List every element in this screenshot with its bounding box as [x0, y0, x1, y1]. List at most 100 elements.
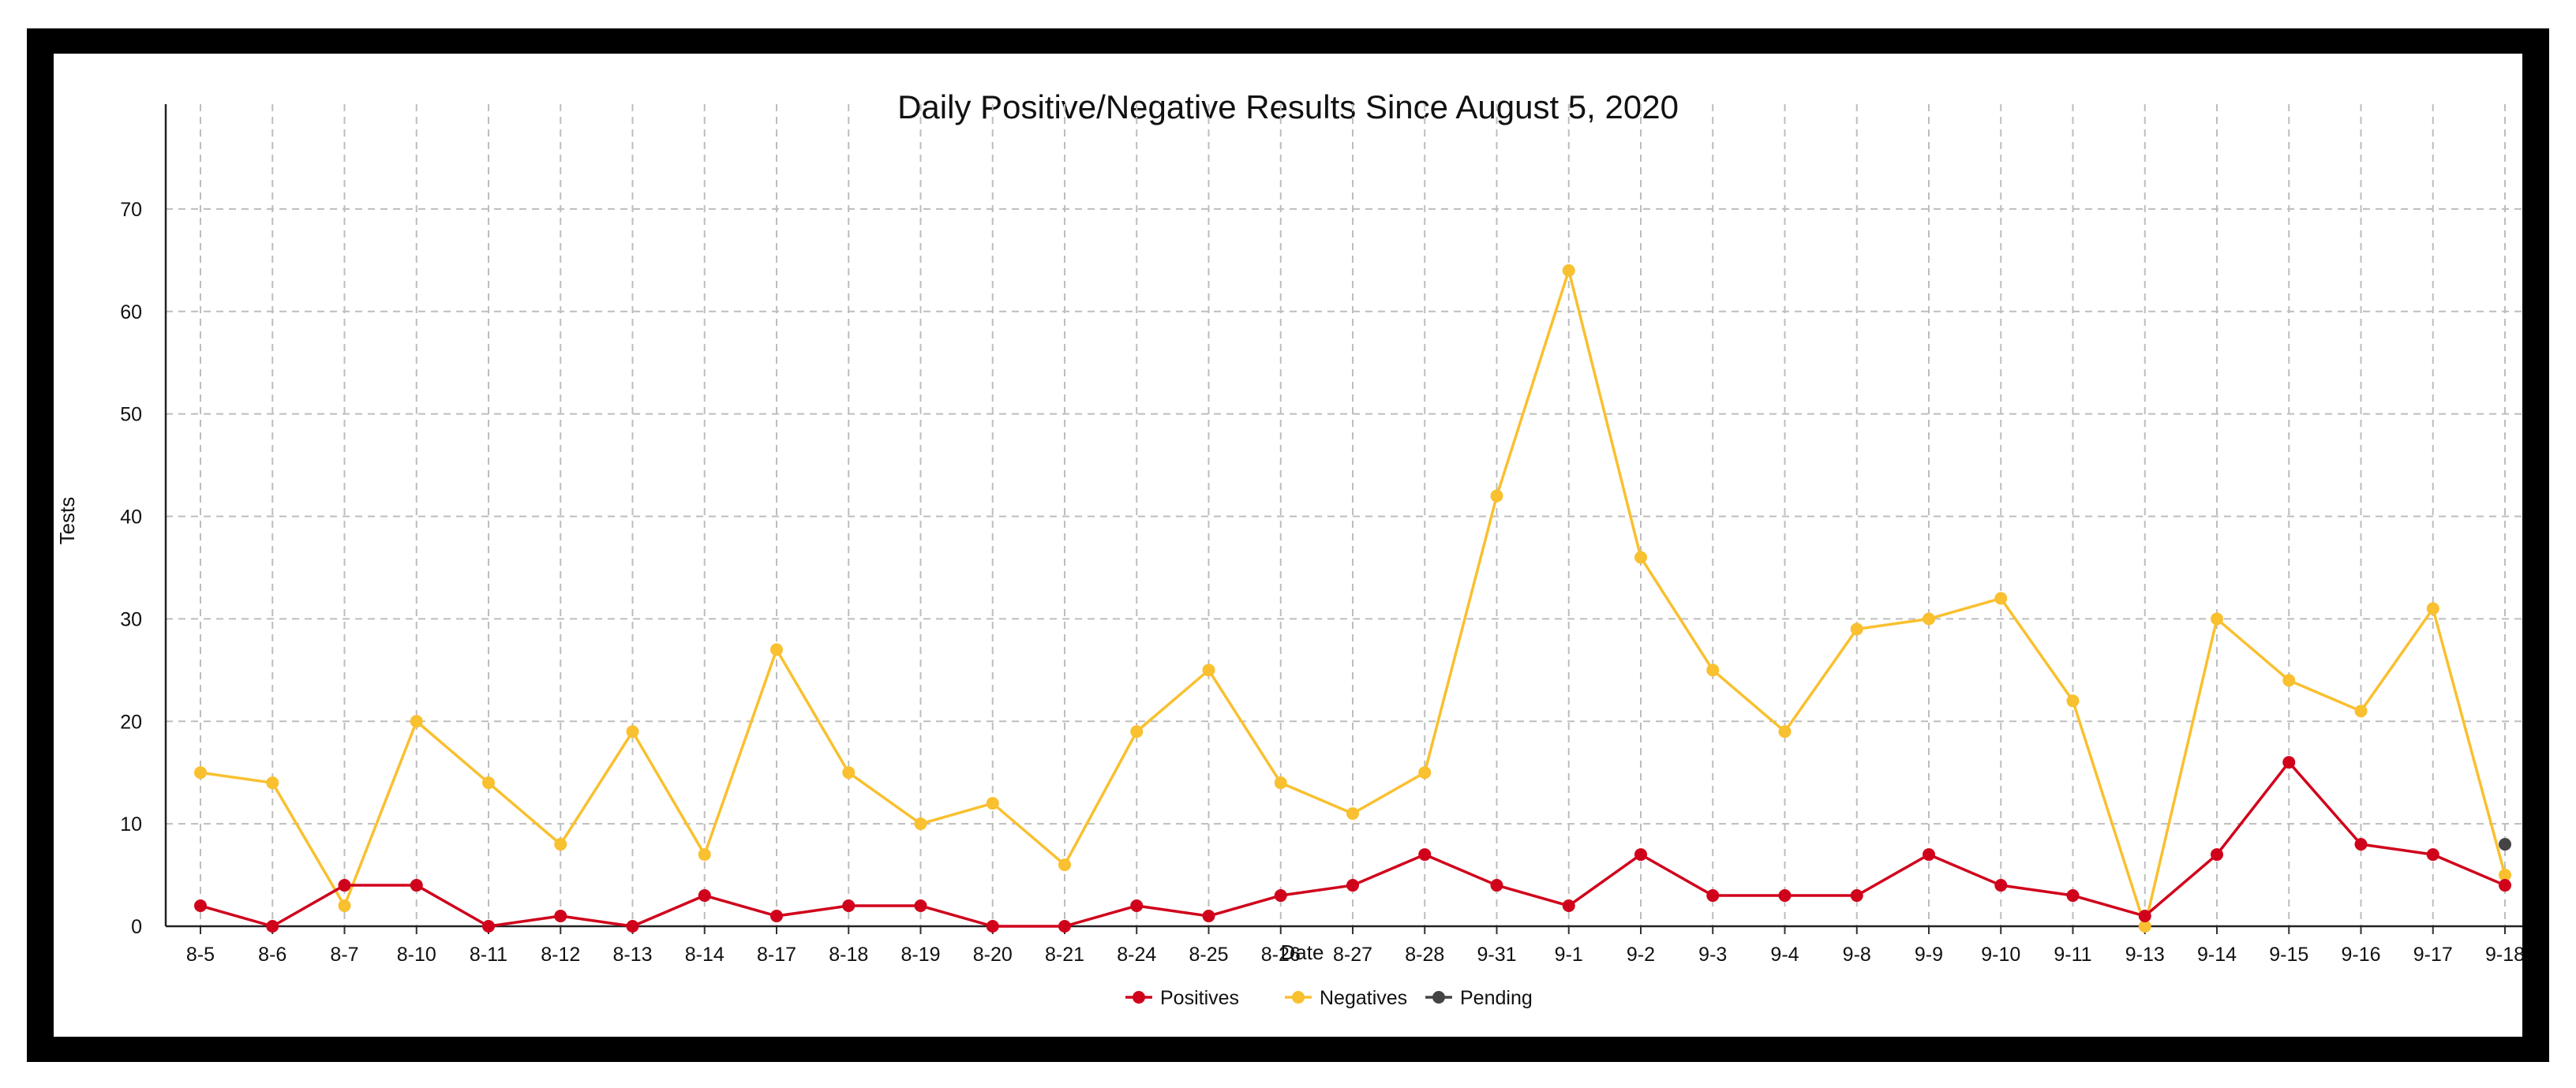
data-point-positives[interactable] [1418, 848, 1432, 862]
data-point-positives[interactable] [2066, 889, 2080, 903]
data-point-negatives[interactable] [914, 817, 927, 831]
data-point-negatives[interactable] [2138, 920, 2151, 933]
data-point-positives[interactable] [1634, 848, 1647, 862]
x-tick-label: 9-13 [2125, 944, 2165, 966]
data-point-positives[interactable] [1778, 889, 1792, 903]
x-tick-label: 9-14 [2197, 944, 2237, 966]
legend[interactable]: Positives Negatives Pending [1125, 987, 1533, 1009]
y-tick-label: 60 [120, 301, 142, 323]
data-point-negatives[interactable] [1778, 725, 1792, 738]
legend-label: Pending [1460, 987, 1533, 1009]
data-point-positives[interactable] [986, 920, 999, 933]
x-tick-label: 8-19 [900, 944, 940, 966]
x-tick-label: 8-10 [397, 944, 436, 966]
data-point-positives[interactable] [770, 910, 783, 923]
y-tick-label: 70 [120, 199, 142, 221]
x-tick-label: 8-28 [1405, 944, 1444, 966]
data-point-positives[interactable] [1923, 848, 1935, 862]
x-tick-label: 9-17 [2413, 944, 2453, 966]
data-point-negatives[interactable] [626, 725, 639, 738]
data-point-positives[interactable] [1130, 899, 1144, 913]
x-tick-label: 8-17 [757, 944, 796, 966]
series-negatives [194, 264, 2511, 933]
data-point-positives[interactable] [338, 879, 351, 892]
data-point-negatives[interactable] [1130, 725, 1144, 738]
x-tick-label: 9-10 [1981, 944, 2020, 966]
chart-panel: Daily Positive/Negative Results Since Au… [54, 54, 2522, 1037]
data-point-negatives[interactable] [194, 766, 207, 780]
line-chart: Daily Positive/Negative Results Since Au… [55, 88, 2522, 1009]
data-point-negatives[interactable] [1490, 489, 1503, 503]
legend-item-pending[interactable]: Pending [1425, 987, 1533, 1009]
data-point-positives[interactable] [482, 920, 495, 933]
x-tick-label: 9-9 [1915, 944, 1943, 966]
data-point-positives[interactable] [1994, 879, 2008, 892]
data-point-positives[interactable] [2499, 879, 2511, 892]
data-point-positives[interactable] [410, 879, 423, 892]
data-point-positives[interactable] [194, 899, 207, 913]
data-point-negatives[interactable] [1274, 776, 1287, 790]
legend-marker-icon [1292, 991, 1305, 1004]
data-point-positives[interactable] [1706, 889, 1720, 903]
x-tick-label: 8-18 [829, 944, 868, 966]
data-point-negatives[interactable] [266, 776, 279, 790]
data-point-positives[interactable] [626, 920, 639, 933]
data-point-positives[interactable] [1346, 879, 1359, 892]
x-tick-label: 9-4 [1770, 944, 1799, 966]
x-tick-label: 9-2 [1627, 944, 1655, 966]
data-point-negatives[interactable] [842, 766, 856, 780]
data-point-positives[interactable] [1058, 920, 1071, 933]
legend-item-negatives[interactable]: Negatives [1285, 987, 1407, 1009]
data-point-positives[interactable] [2426, 848, 2439, 862]
data-point-positives[interactable] [2211, 848, 2223, 862]
x-tick-label: 9-1 [1555, 944, 1583, 966]
data-point-negatives[interactable] [482, 776, 495, 790]
data-point-negatives[interactable] [338, 899, 351, 913]
data-point-negatives[interactable] [2499, 869, 2511, 882]
data-point-positives[interactable] [1850, 889, 1863, 903]
legend-marker-icon [1133, 991, 1145, 1004]
data-point-positives[interactable] [1490, 879, 1503, 892]
data-point-negatives[interactable] [554, 838, 567, 851]
data-point-negatives[interactable] [1058, 858, 1071, 872]
data-point-positives[interactable] [554, 910, 567, 923]
data-point-negatives[interactable] [986, 797, 999, 810]
y-tick-label: 50 [120, 404, 142, 426]
data-point-negatives[interactable] [1202, 664, 1215, 677]
chart-title: Daily Positive/Negative Results Since Au… [897, 88, 1679, 125]
data-point-positives[interactable] [1202, 910, 1215, 923]
chart-frame: Daily Positive/Negative Results Since Au… [27, 28, 2549, 1062]
data-point-negatives[interactable] [1634, 551, 1647, 564]
data-point-negatives[interactable] [2211, 612, 2223, 626]
data-point-negatives[interactable] [1850, 623, 1863, 636]
data-point-negatives[interactable] [1923, 612, 1935, 626]
data-point-pending[interactable] [2499, 838, 2511, 851]
data-point-positives[interactable] [914, 899, 927, 913]
data-point-negatives[interactable] [770, 643, 783, 656]
data-point-negatives[interactable] [1994, 592, 2008, 605]
data-point-positives[interactable] [2354, 838, 2368, 851]
data-point-negatives[interactable] [1562, 264, 1575, 277]
data-point-negatives[interactable] [2066, 694, 2080, 708]
x-tick-label: 9-15 [2269, 944, 2308, 966]
series [194, 264, 2511, 933]
data-point-positives[interactable] [1274, 889, 1287, 903]
data-point-negatives[interactable] [1346, 807, 1359, 821]
data-point-negatives[interactable] [1418, 766, 1432, 780]
data-point-negatives[interactable] [1706, 664, 1720, 677]
data-point-positives[interactable] [266, 920, 279, 933]
data-point-positives[interactable] [1562, 899, 1575, 913]
data-point-negatives[interactable] [2426, 602, 2439, 615]
data-point-negatives[interactable] [2282, 674, 2296, 687]
legend-item-positives[interactable]: Positives [1125, 987, 1239, 1009]
x-tick-label: 8-20 [973, 944, 1013, 966]
data-point-negatives[interactable] [2354, 705, 2368, 718]
data-point-positives[interactable] [2282, 756, 2296, 769]
data-point-positives[interactable] [842, 899, 856, 913]
data-point-negatives[interactable] [410, 715, 423, 728]
data-point-positives[interactable] [698, 889, 711, 903]
x-axis-title: Date [1281, 940, 1324, 964]
data-point-negatives[interactable] [698, 848, 711, 862]
data-point-positives[interactable] [2138, 910, 2151, 923]
legend-marker-icon [1432, 991, 1445, 1004]
